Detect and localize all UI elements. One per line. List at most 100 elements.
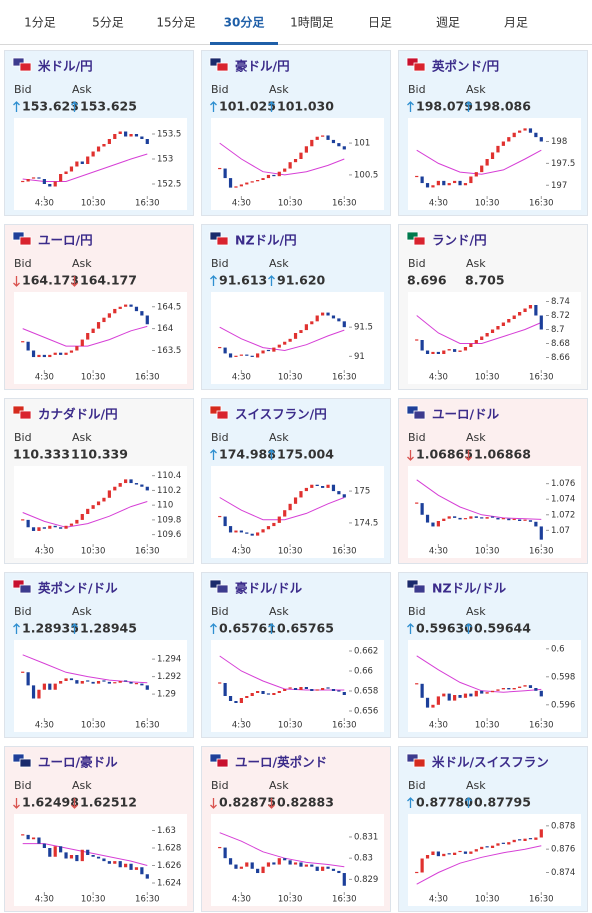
pair-name[interactable]: 米ドル/円 [37, 59, 93, 74]
rate-card[interactable]: 豪ドル/ドル Bid Ask 0.65761 0.65765 0.656 0.658 0.66… [201, 572, 391, 738]
pair-name[interactable]: 米ドル/スイスフラン [431, 755, 549, 770]
ask-value: 1.62512 [80, 795, 137, 810]
pair-name[interactable]: 豪ドル/円 [235, 59, 290, 74]
rate-card[interactable]: NZドル/ドル Bid Ask 0.59630 0.59644 0.596 0.598 0.6… [398, 572, 588, 738]
candle [474, 516, 478, 518]
tab[interactable]: 週足 [436, 16, 460, 30]
flag [19, 758, 32, 768]
candle [415, 175, 419, 178]
pair-name[interactable]: ユーロ/英ポンド [235, 755, 327, 770]
trend-arrow [465, 797, 472, 808]
y-tick-label: 0.656 [354, 707, 378, 717]
candle [293, 688, 298, 690]
ask-value: 101.030 [277, 99, 334, 114]
ask-value: 0.82883 [277, 795, 334, 810]
y-tick-label: 109.8 [157, 515, 181, 525]
candle [331, 315, 336, 319]
tab[interactable]: 30分足 [224, 15, 265, 30]
candle [239, 866, 243, 869]
pair-name[interactable]: 英ポンド/円 [432, 59, 499, 74]
y-tick-label: 153.5 [157, 130, 181, 140]
candle [140, 484, 144, 487]
candle [223, 347, 227, 354]
y-tick-label: 1.29 [157, 690, 176, 700]
candle [261, 691, 265, 694]
rate-card[interactable]: ユーロ/英ポンド Bid Ask 0.82875 0.82883 0.829 0.83 0.8… [201, 746, 391, 912]
rate-card[interactable]: ユーロ/円 Bid Ask 164.173 164.177 163.5 164 164.5 4:… [4, 224, 194, 390]
pair-name[interactable]: カナダドル/円 [38, 407, 118, 422]
rate-card[interactable]: ユーロ/ドル Bid Ask 1.06865 1.06868 1.07 1.072 1.074… [398, 398, 588, 564]
candle [321, 866, 325, 871]
candle [310, 139, 314, 147]
candle [447, 349, 451, 351]
candle [42, 843, 46, 848]
candle [490, 516, 495, 518]
tab[interactable]: 1分足 [24, 16, 56, 30]
candle [431, 522, 435, 527]
rate-card[interactable]: 豪ドル/円 Bid Ask 101.025 101.030 100.5 101 4:30 10:… [201, 50, 391, 216]
candle [107, 681, 111, 684]
candle [463, 693, 468, 698]
candle [129, 479, 133, 484]
flag [19, 236, 32, 246]
candle [288, 687, 292, 689]
pair-name[interactable]: ユーロ/円 [38, 233, 93, 248]
candle [496, 689, 500, 691]
bid-label: Bid [408, 257, 426, 270]
moving-average [416, 315, 542, 344]
ask-label: Ask [466, 257, 486, 270]
x-tick-label: 10:30 [475, 373, 500, 383]
pair-name[interactable]: 英ポンド/ドル [38, 581, 118, 596]
candle [321, 135, 325, 137]
candle [490, 690, 495, 693]
tab[interactable]: 1時間足 [290, 16, 334, 30]
chart-box [211, 118, 384, 210]
rate-card[interactable]: 米ドル/円 Bid Ask 153.623 153.625 152.5 153 153.5 4:… [4, 50, 194, 216]
pair-name[interactable]: ユーロ/ドル [432, 407, 500, 422]
candle [250, 533, 254, 536]
candle [140, 136, 144, 139]
candle [261, 866, 265, 874]
flag [413, 584, 426, 594]
candle [266, 526, 271, 530]
pair-name[interactable]: NZドル/円 [235, 233, 297, 248]
candle [512, 688, 516, 690]
tab[interactable]: 5分足 [92, 16, 124, 30]
rate-card[interactable]: 英ポンド/ドル Bid Ask 1.28935 1.28945 1.29 1.292 1.29… [4, 572, 194, 738]
candle [326, 312, 330, 316]
rate-card[interactable]: 米ドル/スイスフラン Bid Ask 0.87780 0.87795 0.874 0.876… [398, 746, 588, 912]
pair-name[interactable]: NZドル/ドル [432, 581, 507, 596]
rate-card[interactable]: ユーロ/豪ドル Bid Ask 1.62498 1.62512 1.624 1.626 1.6… [4, 746, 194, 912]
ask-label: Ask [466, 83, 486, 96]
flag [216, 236, 229, 246]
candle [113, 308, 117, 314]
rate-card[interactable]: ランド/円 Bid Ask 8.696 8.705 8.66 8.68 8.7 8.72 8.74… [398, 224, 588, 390]
candle [223, 683, 227, 696]
pair-name[interactable]: ユーロ/豪ドル [38, 755, 118, 770]
y-tick-label: 0.6 [551, 644, 565, 654]
bid-label: Bid [408, 83, 426, 96]
candle [124, 131, 128, 137]
candle [107, 861, 111, 864]
candle [234, 186, 238, 188]
candle [277, 691, 281, 693]
flag [406, 57, 419, 67]
candle [96, 681, 101, 684]
tab[interactable]: 日足 [368, 16, 392, 30]
candle [261, 529, 265, 533]
bid-value: 174.988 [219, 447, 276, 462]
pair-name[interactable]: スイスフラン/円 [235, 407, 327, 422]
pair-name[interactable]: 豪ドル/ドル [235, 581, 303, 596]
candle [69, 350, 74, 353]
tab[interactable]: 15分足 [156, 16, 195, 30]
candle [256, 532, 260, 536]
rate-card[interactable]: スイスフラン/円 Bid Ask 174.988 175.004 174.5 175 4:30… [201, 398, 391, 564]
candle [80, 514, 84, 520]
pair-name[interactable]: ランド/円 [432, 233, 487, 248]
rate-card[interactable]: 英ポンド/円 Bid Ask 198.079 198.086 197 197.5 198 4:3… [398, 50, 588, 216]
candle [539, 315, 543, 330]
tab[interactable]: 月足 [504, 16, 528, 30]
candle [342, 494, 346, 498]
